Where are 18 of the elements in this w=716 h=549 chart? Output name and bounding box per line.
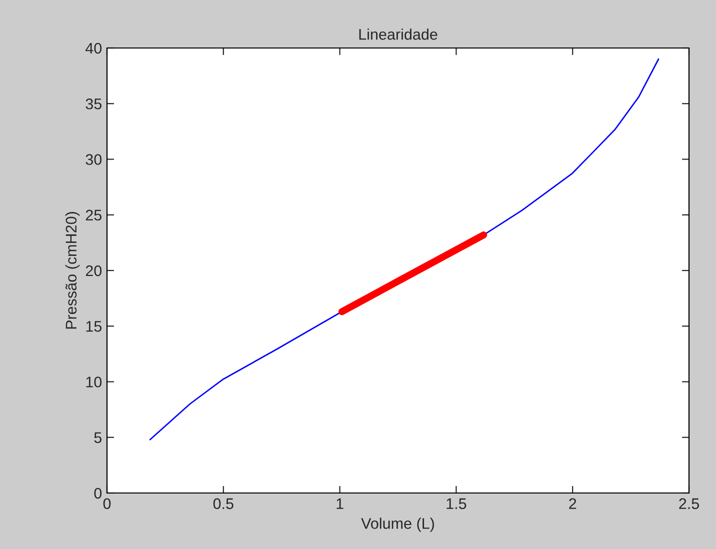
x-tick-label: 1.5: [446, 498, 466, 510]
y-tick-label: 20: [86, 265, 102, 276]
x-tick-label: 0: [103, 498, 111, 510]
y-tick-label: 15: [86, 321, 102, 332]
y-tick-label: 25: [86, 210, 102, 221]
y-tick-label: 40: [86, 42, 102, 54]
x-axis-title: Volume (L): [361, 518, 434, 532]
x-tick-label: 0.5: [213, 498, 234, 510]
y-tick-label: 0: [94, 488, 102, 499]
x-tick-label: 2.5: [679, 498, 699, 510]
x-tick-label: 1: [336, 498, 344, 509]
y-tick-label: 35: [86, 98, 102, 110]
y-tick-label: 5: [94, 432, 102, 444]
y-axis-title: Pressão (cmH20): [65, 212, 80, 329]
chart-title: Linearidade: [359, 28, 438, 40]
y-tick-label: 10: [86, 376, 102, 388]
x-tick-label: 2: [569, 498, 576, 509]
y-tick-label: 30: [86, 154, 102, 165]
